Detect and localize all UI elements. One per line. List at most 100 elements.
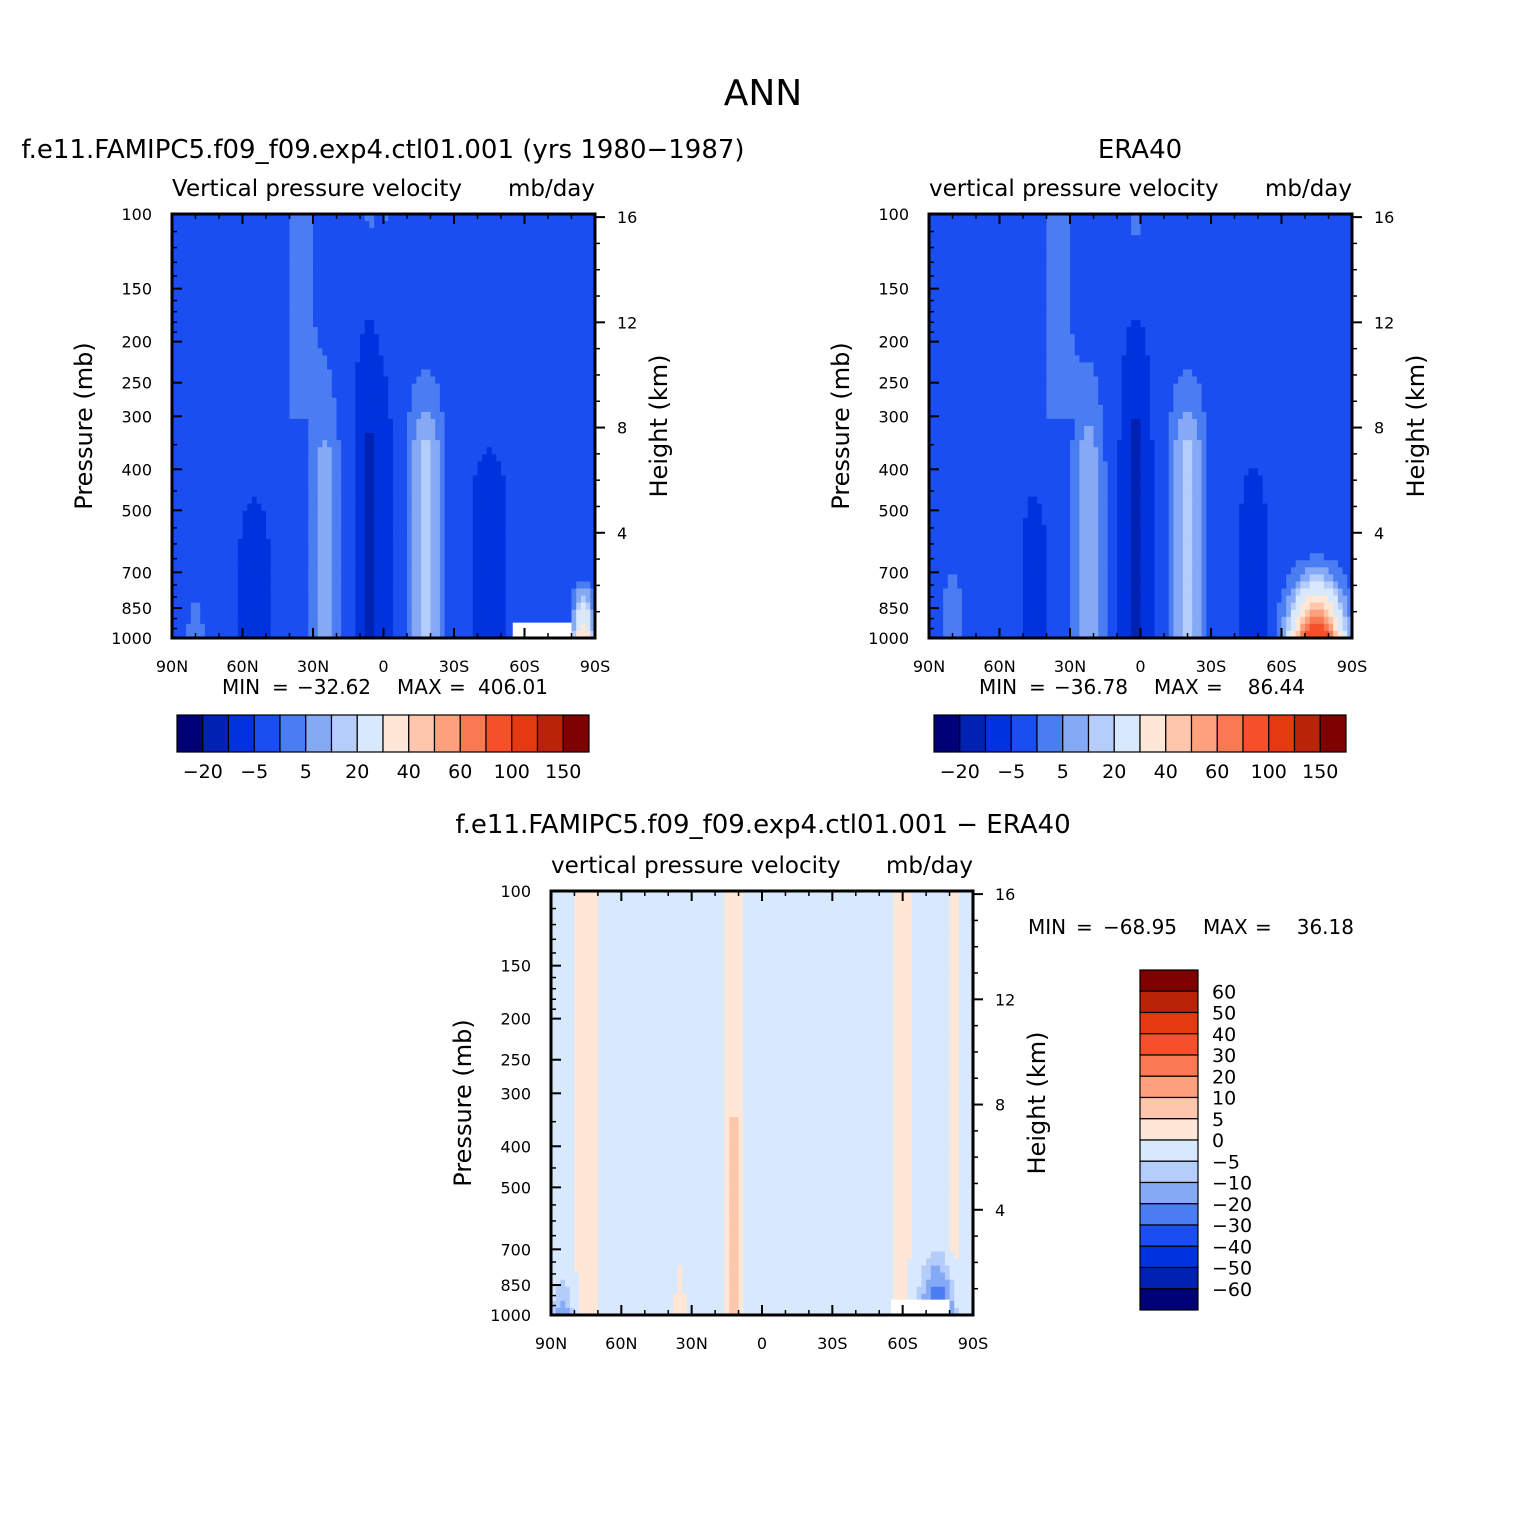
field-cell [571, 574, 577, 583]
field-cell [317, 567, 323, 575]
field-cell [228, 355, 234, 363]
field-cell [256, 418, 262, 427]
field-cell [402, 411, 408, 420]
field-cell [402, 249, 408, 257]
field-cell [496, 468, 502, 477]
field-cell [313, 588, 319, 597]
field-cell [444, 496, 450, 505]
field-cell [251, 320, 258, 328]
field-cell [435, 553, 441, 561]
field-cell [214, 221, 220, 229]
field-cell [585, 369, 591, 378]
field-cell [580, 517, 587, 526]
field-cell [242, 270, 248, 279]
field-cell [247, 574, 253, 583]
field-cell [209, 426, 215, 434]
field-cell [496, 270, 502, 279]
field-cell [402, 496, 408, 505]
field-cell [411, 298, 417, 307]
field-cell [219, 355, 225, 363]
field-cell [486, 539, 493, 547]
field-cell [562, 468, 568, 477]
field-cell [552, 221, 558, 229]
field-cell [392, 595, 399, 604]
field-cell [195, 595, 201, 604]
field-cell [308, 567, 314, 575]
field-cell [350, 404, 356, 413]
field-cell [402, 298, 408, 307]
field-cell [407, 390, 413, 399]
field-cell [214, 560, 220, 568]
field-cell [524, 411, 530, 420]
field-cell [557, 249, 563, 257]
field-cell [251, 277, 258, 286]
field-cell [552, 595, 558, 604]
field-cell [439, 595, 446, 604]
field-cell [266, 298, 272, 307]
field-cell [548, 496, 554, 505]
field-cell [313, 291, 319, 300]
field-cell [341, 334, 347, 342]
field-cell [482, 404, 488, 413]
field-cell [472, 426, 479, 434]
field-cell [336, 376, 342, 385]
field-cell [533, 320, 540, 328]
field-cell [298, 588, 305, 597]
field-cell [472, 249, 479, 257]
field-cell [383, 341, 389, 349]
field-cell [369, 539, 375, 547]
field-cell [510, 214, 516, 222]
field-cell [176, 517, 182, 526]
field-cell [242, 468, 248, 477]
field-cell [369, 602, 375, 611]
field-cell [378, 383, 385, 392]
field-cell [566, 517, 573, 526]
field-cell [515, 595, 521, 604]
field-cell [313, 433, 319, 441]
field-cell [251, 553, 258, 561]
field-cell [270, 510, 276, 519]
field-cell [261, 510, 267, 519]
field-cell [345, 242, 352, 250]
field-cell [200, 482, 206, 491]
field-cell [425, 348, 432, 356]
field-cell [435, 496, 441, 505]
field-cell [468, 581, 474, 590]
field-cell [336, 496, 342, 505]
field-cell [204, 574, 211, 583]
field-cell [505, 574, 511, 583]
field-cell [336, 475, 342, 484]
field-cell [388, 426, 394, 434]
field-cell [449, 334, 455, 342]
field-cell [308, 539, 314, 547]
field-cell [275, 334, 281, 342]
field-cell [529, 574, 535, 583]
field-cell [491, 546, 497, 554]
field-cell [336, 411, 342, 420]
field-cell [538, 327, 544, 335]
field-cell [331, 376, 338, 385]
field-cell [322, 489, 328, 498]
field-cell [576, 433, 582, 441]
field-cell [223, 327, 229, 335]
field-cell [303, 362, 309, 371]
field-cell [228, 312, 234, 321]
field-cell [176, 503, 182, 512]
field-cell [317, 298, 323, 307]
field-cell [468, 524, 474, 533]
field-cell [223, 242, 229, 250]
field-cell [181, 348, 187, 356]
field-cell [566, 482, 573, 491]
field-cell [327, 539, 333, 547]
field-cell [317, 461, 323, 469]
field-cell [515, 341, 521, 349]
field-cell [374, 440, 380, 448]
field-cell [425, 567, 432, 575]
field-cell [308, 320, 314, 328]
field-cell [468, 539, 474, 547]
field-cell [421, 270, 427, 279]
field-cell [496, 369, 502, 378]
field-cell [308, 461, 314, 469]
field-cell [524, 588, 530, 597]
field-cell [557, 517, 563, 526]
